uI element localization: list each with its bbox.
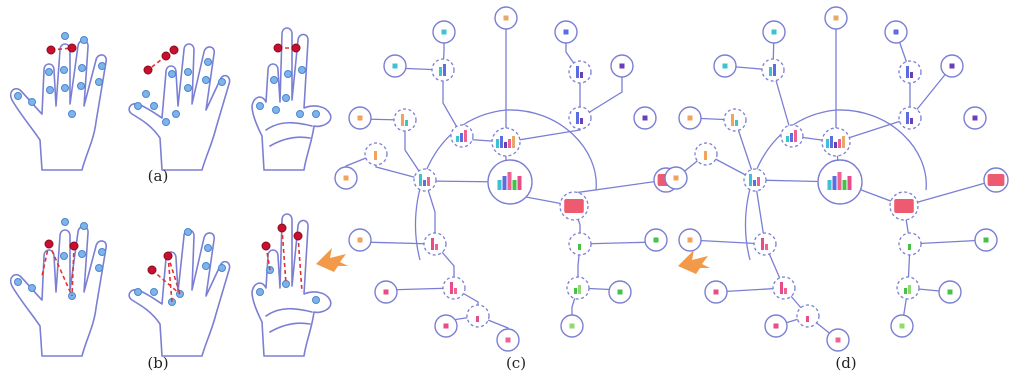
joint-dot-icon: [80, 36, 88, 44]
joint-dot-icon: [78, 250, 86, 258]
joint-dot-icon: [14, 278, 22, 286]
joint-dot-icon: [134, 288, 142, 296]
joint-dot-icon: [163, 251, 173, 261]
joint-dot-icon: [69, 241, 79, 251]
joint-dot-icon: [277, 223, 287, 233]
hand-outline-icon: [251, 213, 332, 357]
joint-dot-icon: [134, 102, 142, 110]
joint-dot-icon: [78, 64, 86, 72]
tree-diagram-d: [664, 6, 1009, 352]
joint-dot-icon: [202, 262, 210, 270]
hand-b1: [9, 218, 108, 357]
joint-dot-icon: [14, 92, 22, 100]
joint-dot-icon: [256, 288, 264, 296]
joint-dot-icon: [293, 231, 303, 241]
joint-dot-icon: [184, 68, 192, 76]
joint-dot-icon: [77, 82, 85, 90]
joint-dot-icon: [261, 241, 271, 251]
joint-dot-icon: [95, 78, 103, 86]
joint-dot-icon: [291, 43, 301, 53]
joint-dot-icon: [312, 296, 320, 304]
joint-dot-icon: [67, 43, 77, 53]
joint-dot-icon: [68, 110, 76, 118]
joint-dot-icon: [28, 98, 36, 106]
joint-dot-icon: [147, 265, 157, 275]
hand-group-a: (a): [9, 27, 332, 185]
joint-dot-icon: [169, 45, 179, 55]
joint-dot-icon: [296, 110, 304, 118]
hand-a3: [251, 27, 332, 171]
hand-group-b: (b): [9, 213, 332, 372]
joint-dot-icon: [172, 110, 180, 118]
joint-dot-icon: [60, 252, 68, 260]
arrow-icon: [678, 250, 710, 274]
joint-dot-icon: [270, 76, 278, 84]
joint-dot-icon: [184, 228, 192, 236]
joint-dot-icon: [298, 66, 306, 74]
joint-dot-icon: [143, 65, 153, 75]
joint-dot-icon: [61, 84, 69, 92]
joint-dot-icon: [45, 68, 53, 76]
joint-dot-icon: [282, 94, 290, 102]
hand-b3: [251, 213, 332, 357]
joint-dot-icon: [95, 264, 103, 272]
joint-dot-icon: [150, 102, 158, 110]
hand-b2: [128, 228, 231, 357]
hand-outline-icon: [251, 27, 332, 171]
hand-a2: [128, 43, 231, 171]
joint-dot-icon: [80, 222, 88, 230]
joint-dot-icon: [204, 244, 212, 252]
tree-diagram-c: [334, 6, 679, 352]
panel-label-a: (a): [148, 167, 169, 185]
joint-dot-icon: [273, 43, 283, 53]
joint-dot-icon: [46, 86, 54, 94]
arrow-icon: [316, 248, 348, 272]
joint-dot-icon: [168, 70, 176, 78]
joint-dot-icon: [284, 70, 292, 78]
joint-dot-icon: [202, 76, 210, 84]
joint-dot-icon: [218, 264, 226, 272]
joint-dot-icon: [161, 51, 171, 61]
joint-dot-icon: [28, 284, 36, 292]
hand-outline-icon: [9, 225, 108, 357]
hand-outline-icon: [128, 43, 231, 171]
joint-dot-icon: [46, 45, 56, 55]
joint-dot-icon: [61, 32, 69, 40]
hand-outline-icon: [9, 39, 108, 171]
joint-dot-icon: [256, 102, 264, 110]
joint-dot-icon: [98, 62, 106, 70]
hand-a1: [9, 32, 108, 171]
joint-dot-icon: [204, 58, 212, 66]
joint-dot-icon: [150, 288, 158, 296]
joint-dot-icon: [98, 248, 106, 256]
joint-dot-icon: [44, 239, 54, 249]
panel-label-c: (c): [506, 354, 526, 372]
joint-dot-icon: [142, 90, 150, 98]
joint-dot-icon: [162, 118, 170, 126]
joint-dot-icon: [184, 84, 192, 92]
joint-dot-icon: [312, 110, 320, 118]
joint-dot-icon: [61, 218, 69, 226]
joint-dot-icon: [218, 78, 226, 86]
panel-label-d: (d): [835, 354, 856, 372]
joint-dot-icon: [60, 66, 68, 74]
panel-label-b: (b): [147, 354, 168, 372]
joint-dot-icon: [272, 106, 280, 114]
